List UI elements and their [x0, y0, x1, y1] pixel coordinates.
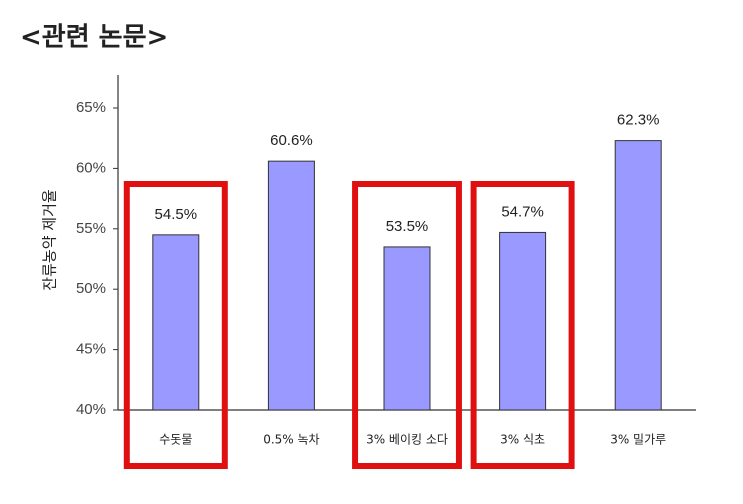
highlight-box: [470, 181, 575, 469]
chart-title: <관련 논문>: [20, 23, 168, 53]
x-tick-label: 3% 베이킹 소다: [366, 433, 448, 447]
y-tick-label: 65%: [76, 99, 106, 116]
x-tick-label: 3% 밀가루: [610, 433, 666, 447]
value-label: 53.5%: [386, 218, 429, 235]
highlight-box: [123, 181, 228, 469]
y-tick-label: 40%: [76, 401, 106, 418]
y-tick-label: 50%: [76, 280, 106, 297]
y-tick-label: 60%: [76, 159, 106, 176]
y-axis-label: 잔류농약 제거율: [41, 189, 59, 290]
bar: [383, 246, 431, 411]
bar: [152, 234, 200, 411]
x-tick-label: 0.5% 녹차: [263, 433, 319, 447]
x-tick-label: 수돗물: [159, 433, 192, 447]
x-tick-label: 3% 식초: [500, 433, 545, 447]
bar: [499, 231, 547, 411]
bar: [614, 140, 662, 411]
value-label: 62.3%: [617, 112, 660, 129]
bar: [267, 160, 315, 411]
value-label: 54.5%: [155, 206, 198, 223]
value-label: 60.6%: [270, 132, 313, 149]
highlight-box: [352, 181, 462, 469]
y-tick-label: 45%: [76, 341, 106, 358]
value-label: 54.7%: [501, 203, 544, 220]
y-tick-label: 55%: [76, 220, 106, 237]
